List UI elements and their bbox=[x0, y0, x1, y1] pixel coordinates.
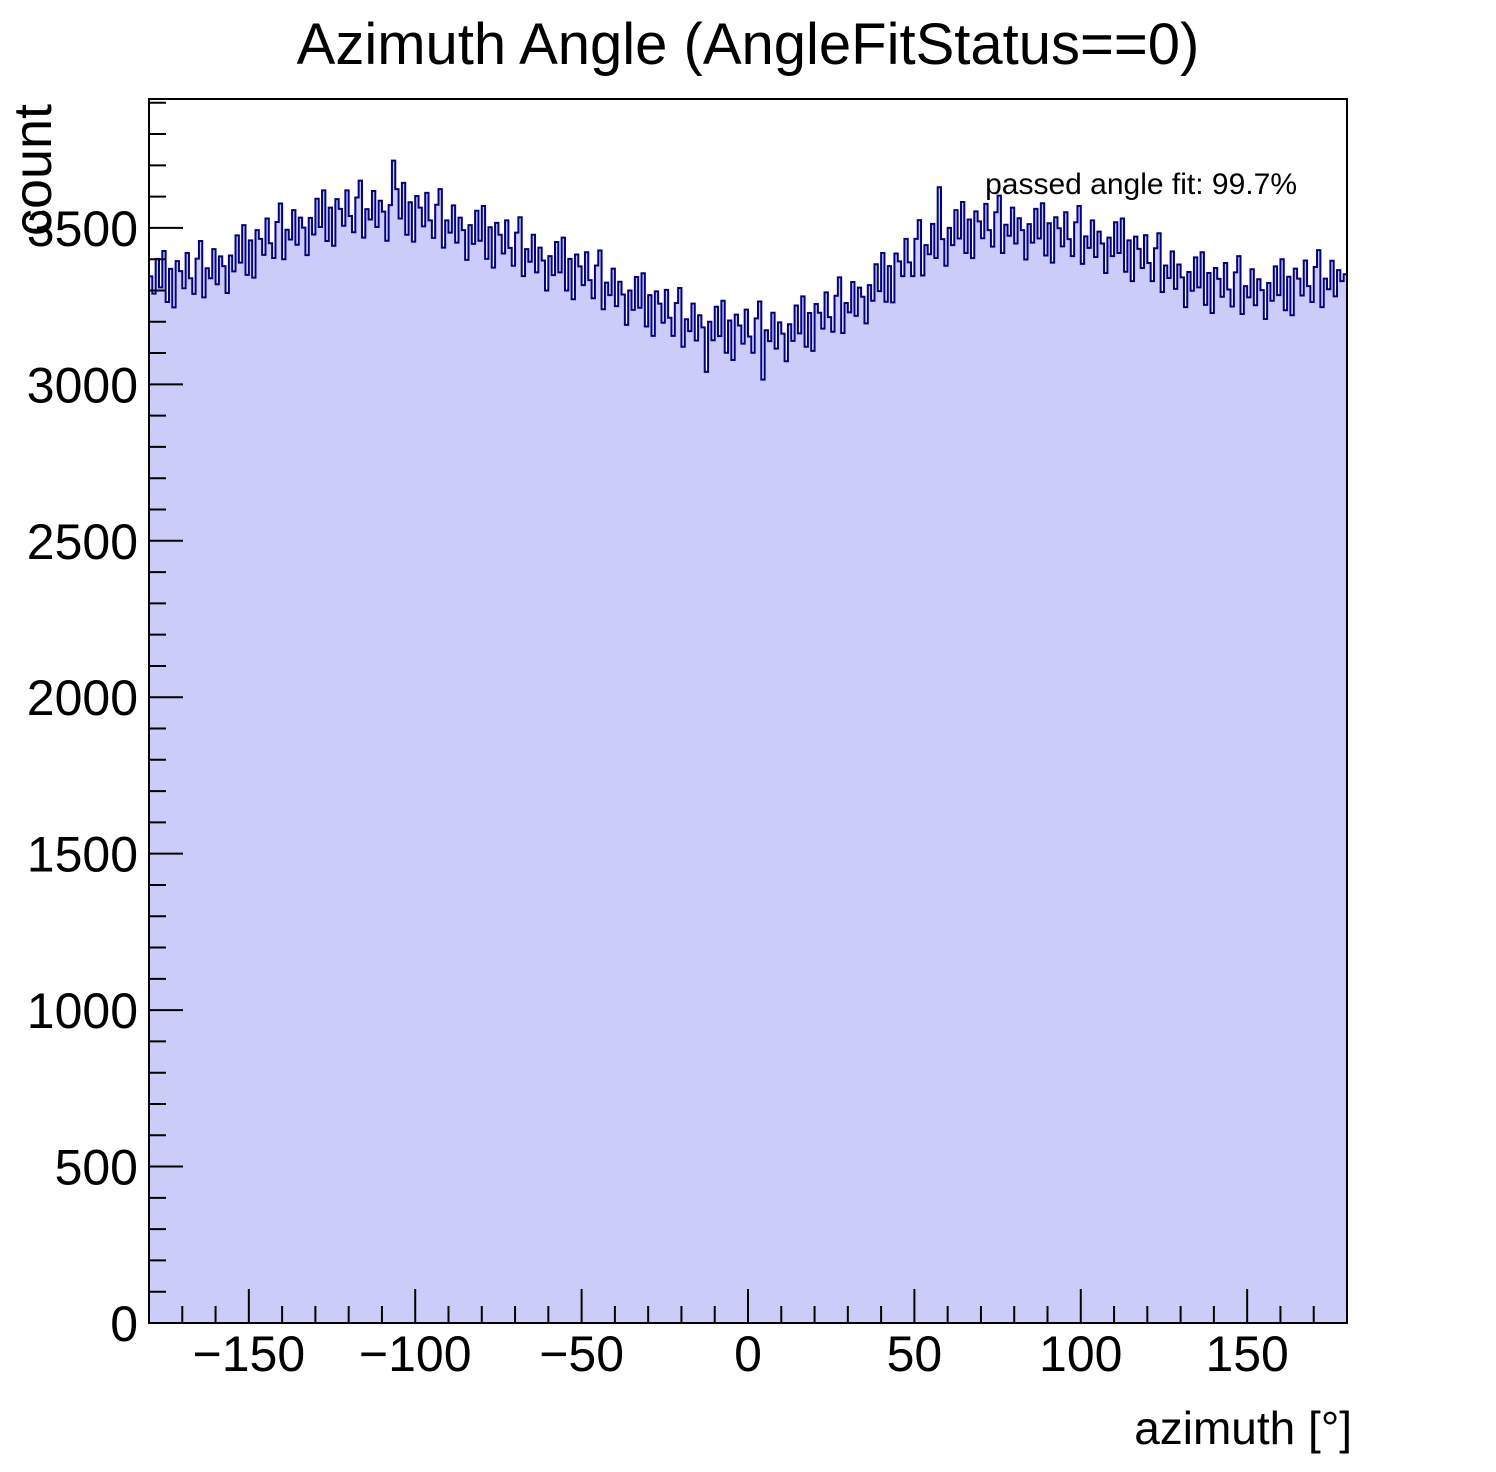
y-tick-label: 3000 bbox=[27, 357, 138, 413]
y-tick-label: 0 bbox=[110, 1296, 138, 1352]
x-tick-label: 100 bbox=[1039, 1326, 1122, 1382]
chart-title: Azimuth Angle (AngleFitStatus==0) bbox=[296, 12, 1200, 77]
y-tick-label: 2000 bbox=[27, 670, 138, 726]
x-tick-label: −150 bbox=[193, 1326, 306, 1382]
y-tick-label: 2500 bbox=[27, 514, 138, 570]
passed-angle-fit-annotation: passed angle fit: 99.7% bbox=[985, 168, 1297, 201]
y-tick-label: 1500 bbox=[27, 827, 138, 883]
histogram-series bbox=[148, 159, 1348, 1323]
x-tick-label: −100 bbox=[359, 1326, 472, 1382]
y-tick-label: 500 bbox=[55, 1140, 138, 1196]
y-tick-label: 3500 bbox=[27, 201, 138, 257]
x-tick-label: −50 bbox=[539, 1326, 624, 1382]
x-tick-label: 150 bbox=[1205, 1326, 1288, 1382]
y-tick-label: 1000 bbox=[27, 983, 138, 1039]
y-axis-title: count bbox=[3, 103, 63, 237]
x-tick-label: 0 bbox=[734, 1326, 762, 1382]
x-tick-label: 50 bbox=[887, 1326, 943, 1382]
x-axis-title: azimuth [°] bbox=[1134, 1402, 1352, 1454]
